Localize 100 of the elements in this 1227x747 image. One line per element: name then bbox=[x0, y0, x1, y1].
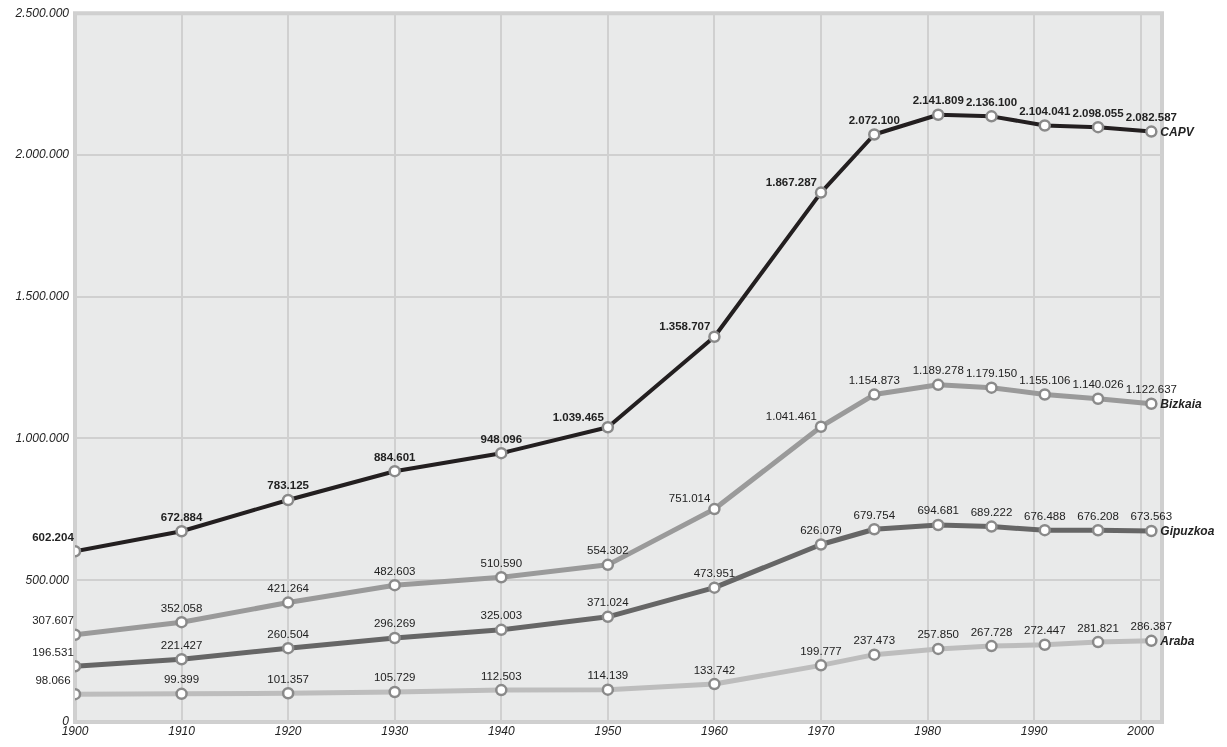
data-label: 554.302 bbox=[587, 544, 629, 557]
point bbox=[388, 631, 401, 645]
data-label: 783.125 bbox=[267, 479, 310, 492]
data-label: 1.189.278 bbox=[912, 364, 964, 377]
data-label: 272.447 bbox=[1023, 624, 1066, 637]
x-tick-label: 1930 bbox=[381, 723, 409, 738]
point bbox=[1091, 524, 1105, 537]
series-label: Bizkaia bbox=[1160, 397, 1203, 412]
data-label: 105.729 bbox=[373, 671, 416, 684]
point bbox=[931, 378, 945, 392]
data-label: 133.742 bbox=[693, 663, 736, 676]
point bbox=[868, 523, 881, 536]
data-label: 196.531 bbox=[32, 645, 74, 658]
point bbox=[708, 502, 721, 516]
x-tick-label: 1990 bbox=[1020, 723, 1048, 738]
data-label: 473.951 bbox=[693, 567, 736, 580]
x-tick-label: 2000 bbox=[1126, 723, 1155, 738]
y-tick-label: 500.000 bbox=[25, 572, 70, 587]
point bbox=[985, 520, 998, 533]
point bbox=[985, 381, 998, 394]
point bbox=[281, 641, 295, 655]
series-label: Araba bbox=[1159, 634, 1195, 649]
data-label: 510.590 bbox=[480, 556, 523, 569]
data-label: 1.358.707 bbox=[659, 320, 711, 333]
series-label: CAPV bbox=[1160, 124, 1195, 139]
x-tick-label: 1920 bbox=[274, 723, 302, 738]
data-label: 296.269 bbox=[373, 617, 416, 630]
data-label: 99.399 bbox=[163, 673, 200, 686]
y-tick-label: 2.500.000 bbox=[14, 5, 70, 20]
data-label: 237.473 bbox=[853, 634, 896, 647]
point bbox=[495, 623, 508, 637]
point bbox=[175, 615, 188, 629]
data-label: 1.039.465 bbox=[552, 410, 605, 423]
x-tick-label: 1980 bbox=[914, 723, 942, 738]
data-label: 260.504 bbox=[267, 627, 310, 640]
point bbox=[175, 652, 188, 666]
y-tick-label: 1.000.000 bbox=[15, 430, 70, 445]
data-label: 2.136.100 bbox=[965, 95, 1018, 108]
point bbox=[868, 388, 881, 401]
point bbox=[1038, 523, 1052, 537]
point bbox=[1145, 397, 1158, 410]
data-label: 676.208 bbox=[1077, 509, 1119, 522]
point bbox=[814, 420, 828, 433]
data-label: 421.264 bbox=[267, 581, 310, 594]
data-label: 602.204 bbox=[32, 530, 75, 543]
data-label: 1.140.026 bbox=[1072, 378, 1124, 391]
data-label: 672.884 bbox=[160, 510, 203, 523]
data-label: 98.066 bbox=[35, 673, 71, 686]
data-label: 673.563 bbox=[1130, 510, 1173, 523]
point bbox=[601, 610, 615, 624]
point bbox=[931, 518, 945, 532]
point bbox=[814, 538, 828, 551]
data-label: 281.821 bbox=[1077, 621, 1119, 634]
data-label: 352.058 bbox=[160, 601, 203, 614]
series-label: Gipuzkoa bbox=[1160, 524, 1215, 539]
data-label: 101.357 bbox=[267, 672, 309, 685]
data-label: 325.003 bbox=[480, 609, 523, 622]
point bbox=[708, 581, 721, 594]
data-label: 112.503 bbox=[480, 669, 522, 682]
data-label: 114.139 bbox=[587, 669, 629, 682]
point bbox=[601, 558, 615, 572]
x-tick-label: 1910 bbox=[168, 723, 196, 738]
data-label: 2.141.809 bbox=[912, 94, 964, 107]
data-label: 2.098.055 bbox=[1072, 106, 1125, 119]
data-label: 2.072.100 bbox=[848, 113, 900, 126]
data-label: 2.104.041 bbox=[1019, 104, 1071, 117]
data-label: 948.096 bbox=[480, 432, 523, 445]
data-label: 286.387 bbox=[1130, 620, 1173, 633]
data-label: 884.601 bbox=[373, 450, 417, 463]
point bbox=[281, 596, 295, 609]
data-label: 257.850 bbox=[917, 628, 959, 641]
data-label: 694.681 bbox=[917, 504, 959, 517]
data-label: 482.603 bbox=[373, 564, 416, 577]
data-label: 307.607 bbox=[32, 614, 74, 627]
data-label: 626.079 bbox=[800, 523, 842, 536]
data-label: 751.014 bbox=[668, 492, 712, 505]
x-tick-label: 1950 bbox=[594, 723, 622, 738]
data-label: 1.154.873 bbox=[848, 373, 900, 386]
x-tick-label: 1970 bbox=[807, 723, 835, 738]
x-tick-label: 1940 bbox=[487, 723, 515, 738]
x-tick-label: 1960 bbox=[701, 723, 729, 738]
data-label: 1.122.637 bbox=[1125, 383, 1177, 396]
data-label: 267.728 bbox=[970, 625, 1013, 638]
point bbox=[1091, 392, 1105, 406]
data-label: 1.041.461 bbox=[765, 410, 817, 423]
point bbox=[1038, 388, 1052, 401]
point bbox=[1145, 524, 1158, 538]
data-label: 221.427 bbox=[160, 638, 203, 651]
data-label: 371.024 bbox=[587, 596, 630, 609]
y-tick-label: 1.500.000 bbox=[15, 289, 70, 304]
y-tick-label: 2.000.000 bbox=[14, 147, 70, 162]
data-label: 1.155.106 bbox=[1019, 373, 1071, 386]
data-label: 689.222 bbox=[970, 506, 1013, 519]
data-label: 1.867.287 bbox=[765, 176, 817, 189]
data-label: 676.488 bbox=[1023, 509, 1066, 522]
point bbox=[388, 578, 401, 592]
data-label: 199.777 bbox=[800, 644, 842, 657]
data-label: 2.082.587 bbox=[1125, 110, 1177, 123]
data-label: 1.179.150 bbox=[965, 367, 1018, 380]
point bbox=[495, 570, 508, 584]
